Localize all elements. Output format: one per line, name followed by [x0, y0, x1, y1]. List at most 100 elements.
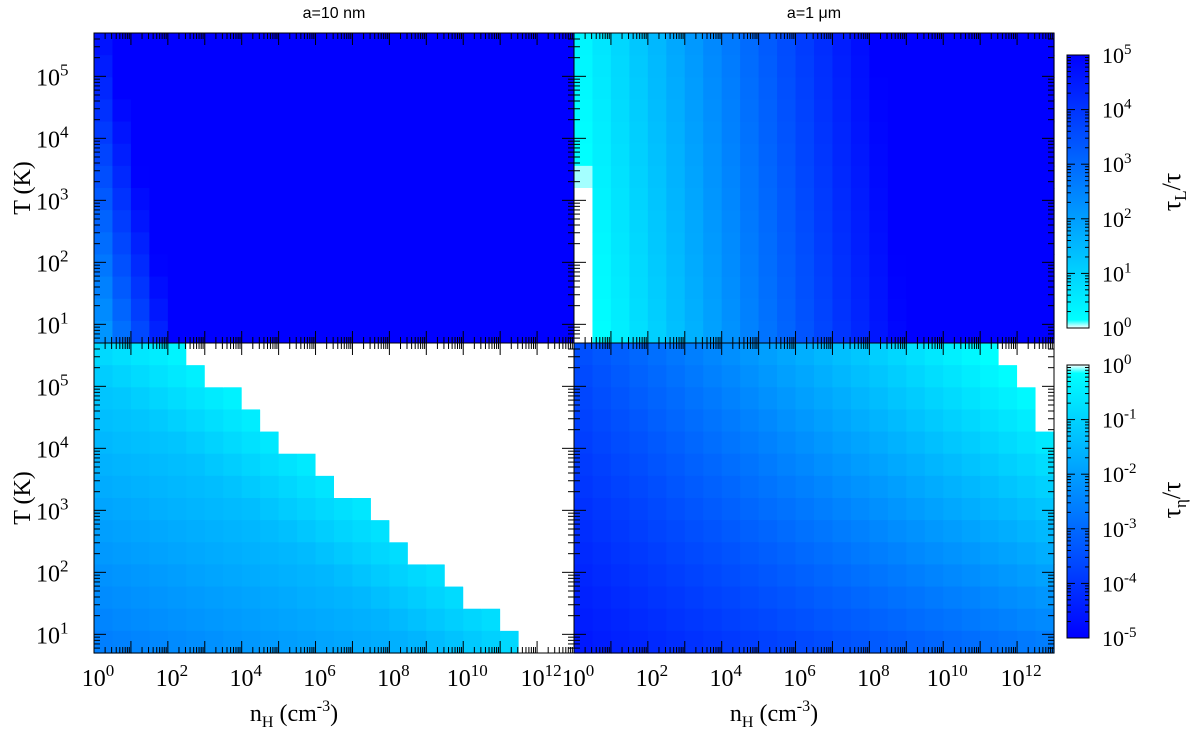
heatmap-cell [112, 453, 132, 477]
heatmap-cell [961, 276, 981, 300]
heatmap-cell [721, 165, 741, 189]
heatmap-cell [943, 55, 963, 78]
heatmap-cell [186, 475, 206, 499]
heatmap-cell [407, 387, 427, 411]
heatmap-cell [924, 630, 944, 654]
heatmap-cell [223, 210, 243, 233]
heatmap-cell [352, 475, 372, 499]
heatmap-cell [94, 409, 114, 433]
heatmap-cell [869, 165, 889, 189]
x-tick-label-exponent: 2 [180, 661, 189, 680]
heatmap-cell [315, 365, 335, 388]
heatmap-cell [887, 409, 907, 433]
heatmap-cell [574, 232, 594, 256]
heatmap-cell [980, 232, 1000, 256]
heatmap-cell [352, 165, 372, 189]
heatmap-cell [850, 165, 870, 189]
heatmap-cell [924, 232, 944, 256]
x-tick-label-base: 10 [447, 666, 471, 692]
heatmap-cell [998, 99, 1018, 123]
heatmap-cell [241, 77, 261, 101]
heatmap-cell [629, 498, 649, 521]
heatmap-cell [186, 188, 206, 211]
heatmap-cell [980, 520, 1000, 543]
heatmap-cell [592, 475, 612, 499]
heatmap-cell [241, 254, 261, 278]
heatmap-cell [721, 453, 741, 477]
heatmap-cell [1035, 165, 1055, 189]
heatmap-cell [241, 453, 261, 477]
heatmap-cell [555, 498, 575, 521]
heatmap-cell [850, 99, 870, 123]
heatmap-cell [998, 542, 1018, 566]
heatmap-cell [610, 121, 630, 145]
x-ticks-bottom-left [93, 343, 575, 653]
heatmap-cell [241, 520, 261, 543]
heatmap-cell [924, 99, 944, 123]
colorbar-tick-label: 10-5 [1102, 625, 1137, 651]
heatmap-cell [130, 498, 150, 521]
x-tick-label: 1010 [927, 661, 968, 692]
heatmap-cell [629, 453, 649, 477]
heatmap-cell [241, 188, 261, 211]
heatmap-cell [777, 276, 797, 300]
heatmap-cell [850, 409, 870, 433]
heatmap-cell [278, 77, 298, 101]
heatmap-cell [149, 232, 169, 256]
heatmap-cell [629, 232, 649, 256]
heatmap-cell [814, 431, 834, 455]
y-tick-label: 101 [36, 308, 69, 339]
heatmap-cell [832, 387, 852, 411]
heatmap-cell [149, 165, 169, 189]
heatmap-cell [795, 343, 815, 366]
heatmap-cell [315, 276, 335, 300]
heatmap-cell [94, 387, 114, 411]
heatmap-cell [721, 387, 741, 411]
heatmap-cell [814, 77, 834, 101]
heatmap-cell [721, 564, 741, 588]
heatmap-cell [278, 431, 298, 455]
heatmap-cell [758, 586, 778, 610]
heatmap-cell [795, 564, 815, 588]
heatmap-cell [260, 343, 280, 366]
heatmap-cell [998, 254, 1018, 278]
heatmap-cell [850, 55, 870, 78]
heatmap-cell [592, 542, 612, 566]
heatmap-cell [315, 608, 335, 632]
heatmap-cell [555, 343, 575, 366]
heatmap-cell [315, 33, 335, 56]
heatmap-cell [758, 121, 778, 145]
heatmap-cell [223, 99, 243, 123]
heatmap-cell [537, 586, 557, 610]
heatmap-cell [777, 254, 797, 278]
heatmap-cell [223, 343, 243, 366]
heatmap-cell [1017, 320, 1037, 344]
heatmap-cell [721, 55, 741, 78]
heatmap-cell [666, 564, 686, 588]
heatmap-cell [758, 143, 778, 167]
heatmap-cell [297, 143, 317, 167]
heatmap-cell [906, 453, 926, 477]
heatmap-cell [924, 55, 944, 78]
heatmap-cell [740, 77, 760, 101]
heatmap-cell [943, 298, 963, 322]
heatmap-cell [315, 298, 335, 322]
heatmap-cell [795, 55, 815, 78]
heatmap-cell [629, 542, 649, 566]
heatmap-cell [574, 409, 594, 433]
heatmap-cell [315, 431, 335, 455]
heatmap-cell [260, 210, 280, 233]
heatmap-cell [610, 608, 630, 632]
heatmap-cell [463, 409, 483, 433]
x-tick-label: 106 [303, 661, 336, 692]
heatmap-cell [850, 365, 870, 388]
y-axis-title-bottom: T (K) [10, 471, 36, 525]
heatmap-cell [315, 232, 335, 256]
heatmap-cell [647, 232, 667, 256]
heatmap-cell [795, 586, 815, 610]
heatmap-cell [500, 542, 520, 566]
heatmap-cell [297, 409, 317, 433]
heatmap-cell [112, 121, 132, 145]
heatmap-cell [315, 475, 335, 499]
